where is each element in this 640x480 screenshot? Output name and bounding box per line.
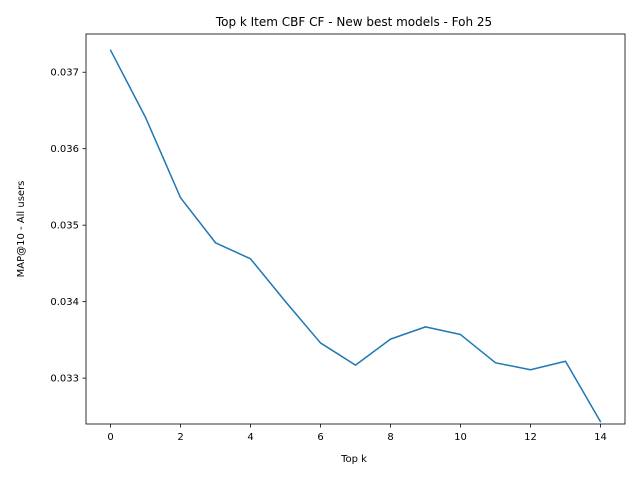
data-point bbox=[494, 362, 497, 364]
data-point bbox=[144, 116, 147, 118]
data-point bbox=[564, 360, 567, 362]
data-point bbox=[389, 338, 392, 340]
x-tick-label: 2 bbox=[177, 432, 183, 443]
data-point bbox=[319, 342, 322, 344]
x-tick-label: 14 bbox=[594, 432, 607, 443]
data-point bbox=[179, 197, 182, 199]
data-point bbox=[214, 242, 217, 244]
x-tick-label: 10 bbox=[454, 432, 467, 443]
y-tick-label: 0.037 bbox=[50, 68, 79, 79]
data-point bbox=[109, 49, 112, 51]
x-tick-label: 12 bbox=[524, 432, 537, 443]
x-tick-label: 0 bbox=[107, 432, 113, 443]
x-tick-label: 8 bbox=[387, 432, 393, 443]
data-point bbox=[249, 258, 252, 260]
y-axis-ticks: 0.033 0.034 0.035 0.036 0.037 bbox=[50, 68, 86, 385]
y-tick-label: 0.036 bbox=[50, 144, 79, 155]
data-point bbox=[529, 369, 532, 371]
y-tick-label: 0.035 bbox=[50, 221, 79, 232]
x-axis-label: Top k bbox=[340, 454, 367, 465]
data-point bbox=[284, 301, 287, 303]
chart-title: Top k Item CBF CF - New best models - Fo… bbox=[215, 15, 492, 29]
x-axis-ticks: 0 2 4 6 8 10 12 14 bbox=[107, 424, 607, 443]
y-axis-label: MAP@10 - All users bbox=[16, 181, 27, 278]
x-tick-label: 6 bbox=[317, 432, 323, 443]
plot-lines bbox=[109, 49, 602, 423]
x-tick-label: 4 bbox=[247, 432, 253, 443]
data-point bbox=[424, 326, 427, 328]
data-point bbox=[459, 333, 462, 336]
plot-frame bbox=[85, 33, 626, 425]
y-tick-label: 0.034 bbox=[50, 297, 79, 308]
y-tick-label: 0.033 bbox=[50, 374, 79, 385]
data-point bbox=[599, 421, 602, 423]
data-point bbox=[354, 364, 357, 366]
